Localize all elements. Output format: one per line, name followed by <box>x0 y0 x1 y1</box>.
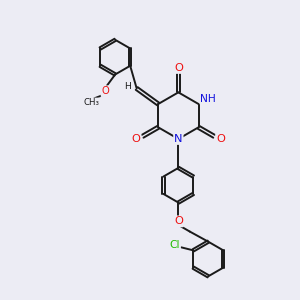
Text: H: H <box>124 82 131 91</box>
Text: O: O <box>132 134 140 144</box>
Text: O: O <box>174 216 183 226</box>
Text: N: N <box>174 134 183 144</box>
Text: CH₃: CH₃ <box>83 98 99 107</box>
Text: O: O <box>174 63 183 73</box>
Text: O: O <box>101 86 109 96</box>
Text: O: O <box>216 134 225 144</box>
Text: Cl: Cl <box>169 240 180 250</box>
Text: NH: NH <box>200 94 216 103</box>
